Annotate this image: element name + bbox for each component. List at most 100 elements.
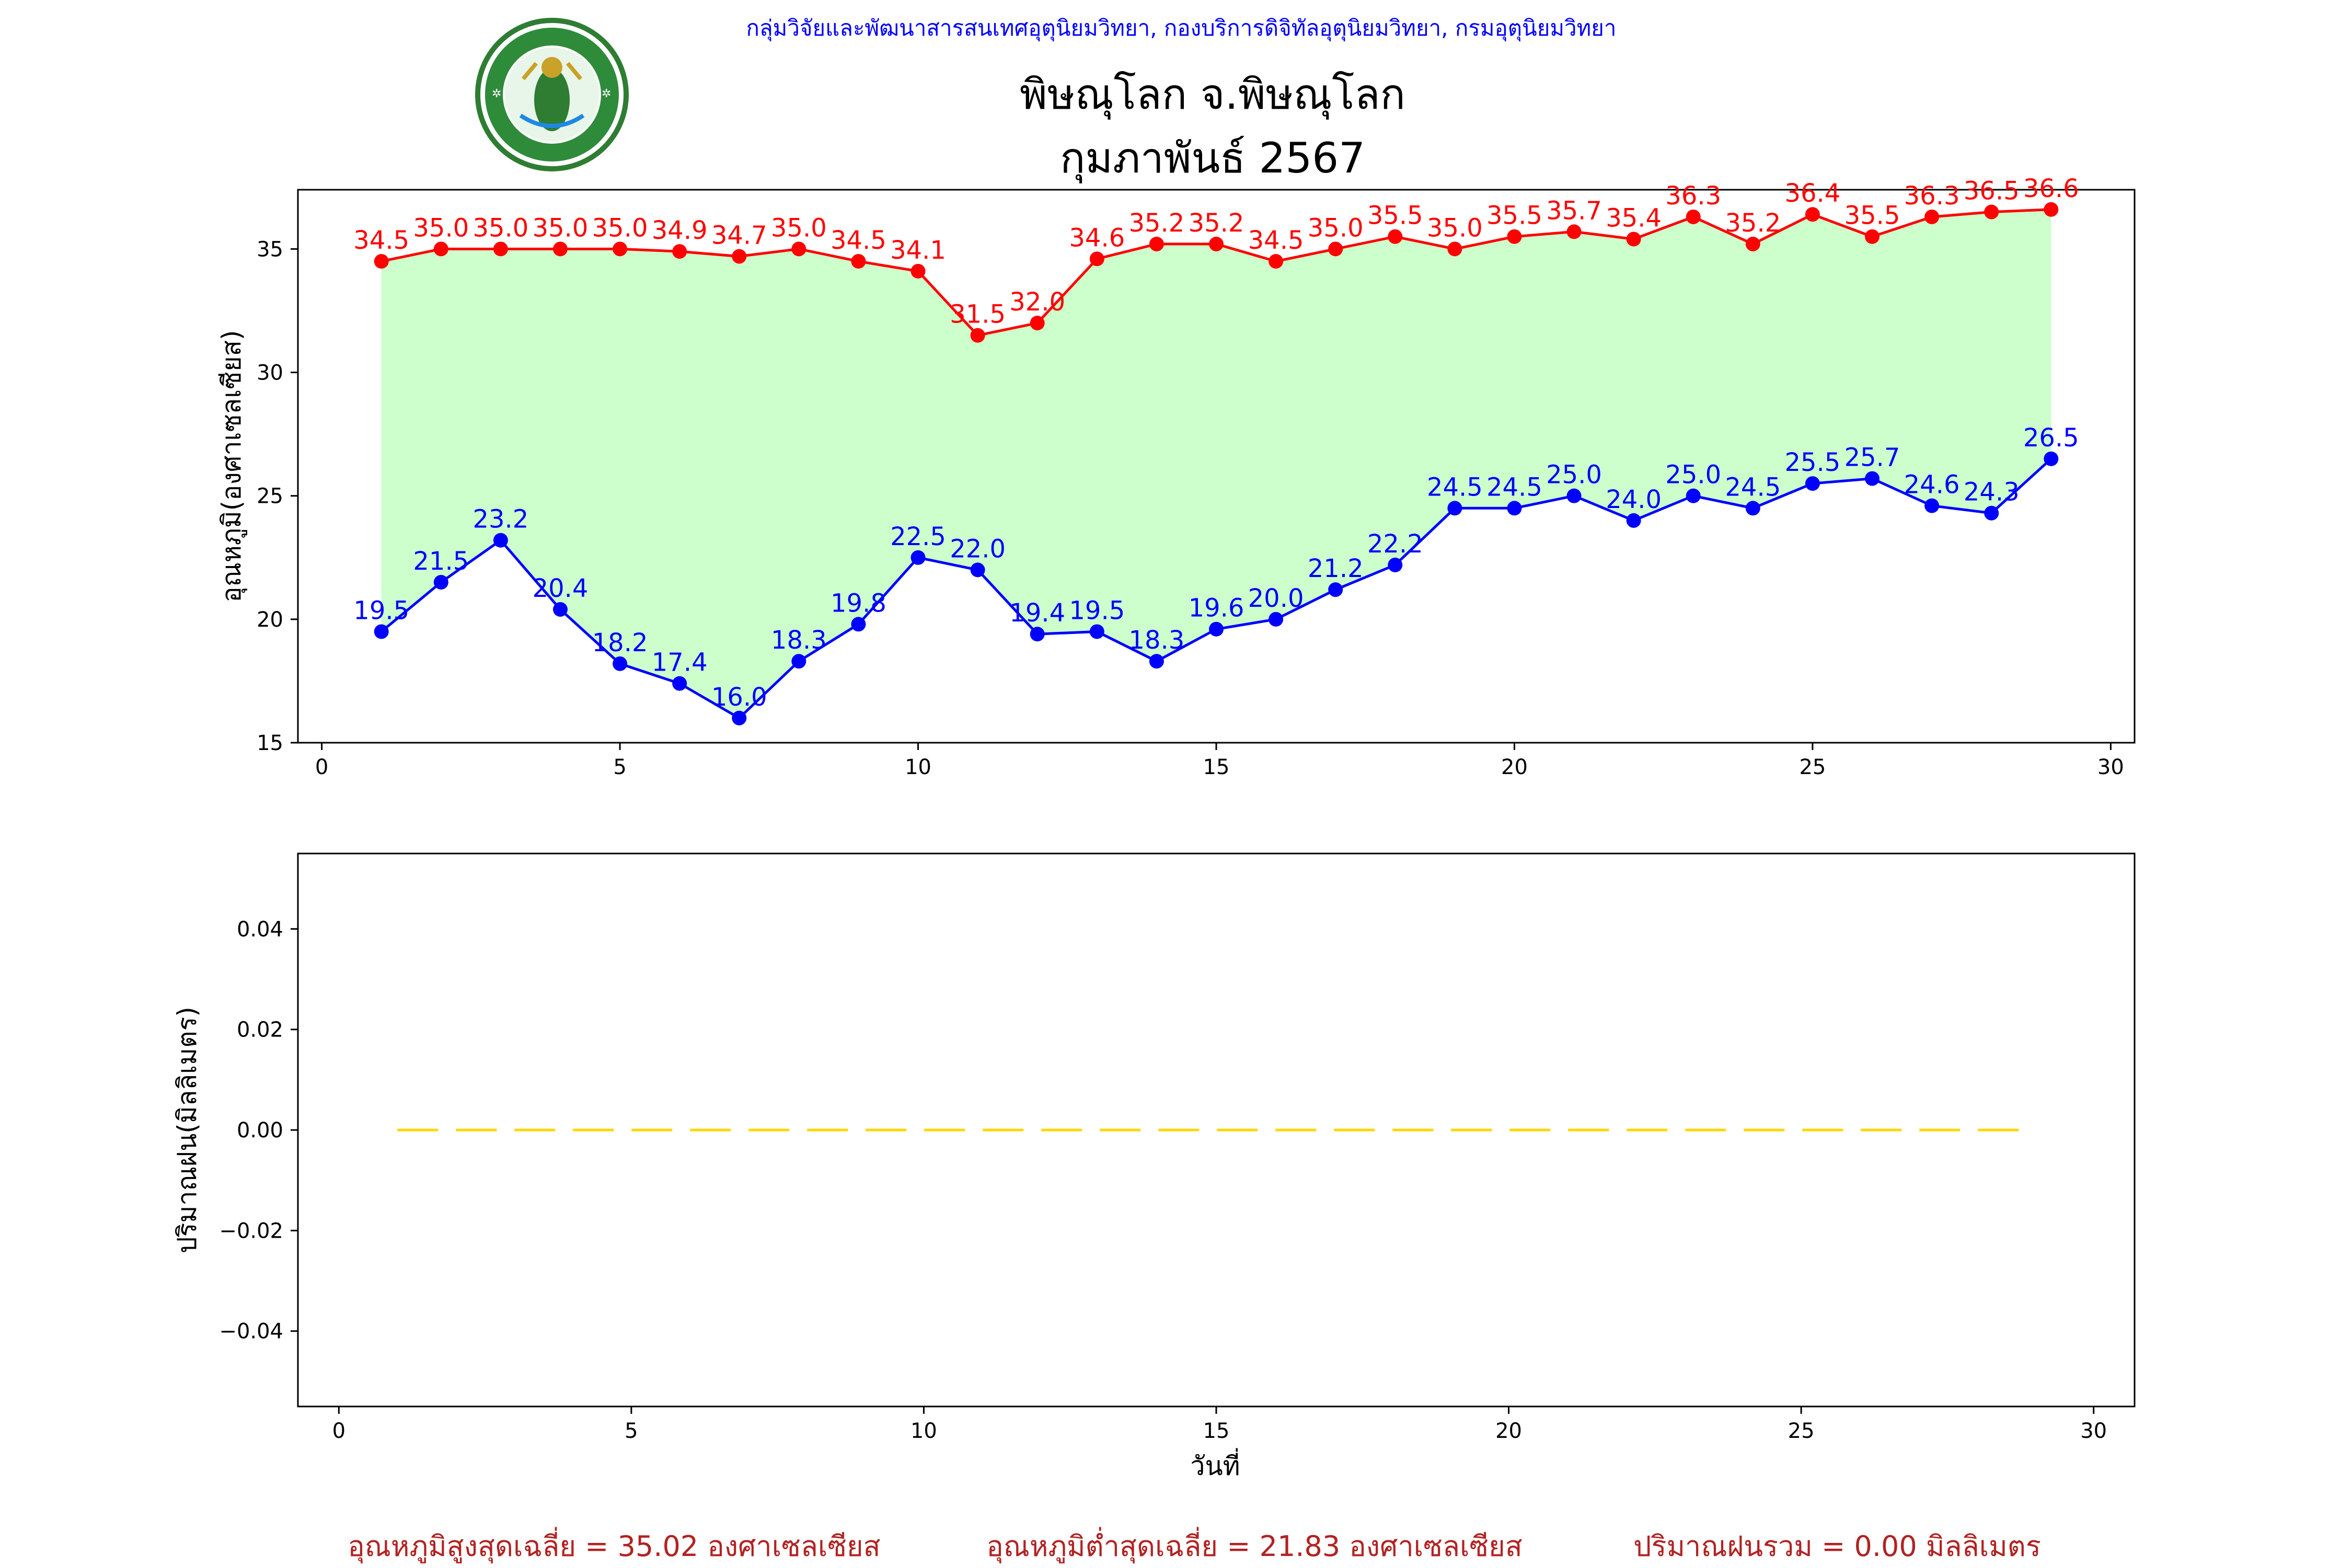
- rainfall-y-tick-label: 0.04: [237, 917, 283, 941]
- max-temperature-point: [1089, 251, 1104, 267]
- min-temperature-point: [1507, 501, 1522, 516]
- max-temperature-point: [1566, 224, 1582, 239]
- temperature-y-tick-label: 35: [257, 237, 283, 261]
- max-temperature-data-label: 35.0: [413, 213, 469, 243]
- max-temperature-point: [1805, 207, 1820, 222]
- min-temperature-point: [1149, 654, 1164, 669]
- max-temperature-data-label: 35.5: [1844, 201, 1900, 230]
- min-temperature-point: [1566, 488, 1582, 503]
- min-temperature-point: [493, 533, 508, 548]
- min-temperature-point: [672, 676, 687, 691]
- max-temperature-data-label: 34.9: [652, 216, 708, 245]
- min-temperature-data-label: 19.5: [353, 596, 409, 625]
- max-temperature-data-label: 34.6: [1069, 223, 1125, 252]
- temperature-y-axis-label: อุณหภูมิ(องศาเซลเซียส): [216, 330, 247, 602]
- max-temperature-point: [1388, 229, 1403, 244]
- temperature-x-tick-label: 0: [315, 755, 328, 779]
- min-temperature-point: [910, 550, 926, 565]
- max-temperature-point: [1745, 236, 1760, 251]
- min-temperature-data-label: 22.2: [1367, 529, 1423, 559]
- min-temperature-data-label: 24.5: [1725, 472, 1781, 502]
- min-temperature-point: [2044, 451, 2059, 466]
- max-temperature-point: [553, 241, 568, 257]
- min-temperature-point: [1089, 624, 1104, 639]
- max-temperature-point: [851, 253, 866, 269]
- temperature-x-tick-label: 10: [905, 755, 931, 779]
- min-temperature-point: [1269, 612, 1284, 627]
- min-temperature-data-label: 19.5: [1069, 596, 1125, 625]
- temperature-range-band: [381, 209, 2051, 718]
- min-temperature-data-label: 24.0: [1606, 485, 1662, 514]
- rainfall-x-tick-label: 20: [1495, 1419, 1522, 1443]
- temperature-y-tick-label: 30: [257, 361, 283, 385]
- max-temperature-data-label: 32.0: [1009, 287, 1065, 317]
- max-temperature-point: [1030, 316, 1045, 331]
- min-temperature-point: [1209, 621, 1224, 637]
- max-temperature-data-label: 35.0: [472, 213, 528, 243]
- temperature-x-tick-label: 5: [613, 755, 626, 779]
- rainfall-y-tick-label: −0.02: [219, 1219, 283, 1243]
- max-temperature-point: [791, 241, 806, 257]
- svg-text:✲: ✲: [602, 87, 611, 100]
- max-temperature-data-label: 36.3: [1904, 181, 1960, 211]
- max-temperature-point: [1507, 229, 1522, 244]
- rainfall-x-tick-label: 0: [332, 1419, 345, 1443]
- rainfall-x-tick-label: 25: [1788, 1419, 1815, 1443]
- summary-avg-min: อุณหภูมิต่ำสุดเฉลี่ย = 21.83 องศาเซลเซีย…: [986, 1527, 1522, 1564]
- rainfall-y-tick-label: −0.04: [219, 1320, 283, 1344]
- max-temperature-data-label: 35.2: [1725, 209, 1781, 238]
- min-temperature-data-label: 24.3: [1964, 478, 2020, 507]
- meteorological-department-logo: ✲ ✲: [475, 18, 629, 171]
- min-temperature-data-label: 25.7: [1844, 443, 1900, 472]
- max-temperature-point: [493, 241, 508, 257]
- min-temperature-point: [791, 654, 806, 669]
- max-temperature-point: [2044, 202, 2059, 217]
- temperature-x-tick-label: 30: [2097, 755, 2124, 779]
- max-temperature-point: [1328, 241, 1343, 257]
- temperature-y-tick-label: 25: [257, 485, 283, 509]
- svg-text:✲: ✲: [492, 87, 501, 100]
- max-temperature-point: [910, 263, 926, 279]
- min-temperature-data-label: 23.2: [472, 505, 528, 534]
- max-temperature-point: [433, 241, 448, 257]
- rainfall-x-tick-label: 15: [1203, 1419, 1230, 1443]
- max-temperature-data-label: 36.6: [2023, 174, 2079, 203]
- min-temperature-point: [1745, 501, 1760, 516]
- min-temperature-point: [732, 710, 747, 725]
- min-temperature-data-label: 20.0: [1248, 584, 1304, 613]
- min-temperature-point: [1030, 627, 1045, 642]
- period-title: กุมภาพันธ์ 2567: [1060, 134, 1365, 183]
- min-temperature-point: [1924, 498, 1940, 513]
- min-temperature-point: [1805, 476, 1820, 491]
- min-temperature-data-label: 21.5: [413, 547, 469, 576]
- min-temperature-data-label: 26.5: [2023, 423, 2079, 453]
- max-temperature-data-label: 36.3: [1665, 181, 1721, 211]
- min-temperature-data-label: 25.0: [1665, 460, 1721, 490]
- min-temperature-point: [1447, 501, 1462, 516]
- min-temperature-point: [1984, 505, 1999, 521]
- max-temperature-data-label: 35.0: [1427, 213, 1483, 243]
- min-temperature-data-label: 22.5: [890, 522, 946, 551]
- max-temperature-data-label: 35.0: [771, 213, 827, 243]
- min-temperature-point: [1626, 513, 1641, 528]
- max-temperature-data-label: 34.5: [1248, 226, 1304, 255]
- temperature-y-tick-label: 20: [257, 608, 283, 632]
- temperature-x-tick-label: 20: [1501, 755, 1528, 779]
- min-temperature-data-label: 24.6: [1904, 470, 1960, 500]
- max-temperature-data-label: 35.5: [1367, 201, 1423, 230]
- min-temperature-data-label: 18.3: [771, 626, 827, 655]
- max-temperature-point: [1865, 229, 1880, 244]
- max-temperature-data-label: 34.7: [711, 221, 767, 250]
- max-temperature-data-label: 35.0: [1308, 213, 1364, 243]
- min-temperature-data-label: 19.8: [831, 589, 886, 618]
- min-temperature-point: [613, 656, 628, 671]
- rainfall-x-axis-label: วันที่: [1190, 1448, 1240, 1481]
- rainfall-y-axis-label: ปริมาณฝน(มิลลิเมตร): [172, 1007, 202, 1253]
- min-temperature-data-label: 25.0: [1546, 460, 1602, 490]
- min-temperature-data-label: 21.2: [1308, 554, 1364, 583]
- min-temperature-data-label: 25.5: [1784, 448, 1840, 477]
- max-temperature-point: [1269, 253, 1284, 269]
- max-temperature-data-label: 35.5: [1486, 201, 1542, 230]
